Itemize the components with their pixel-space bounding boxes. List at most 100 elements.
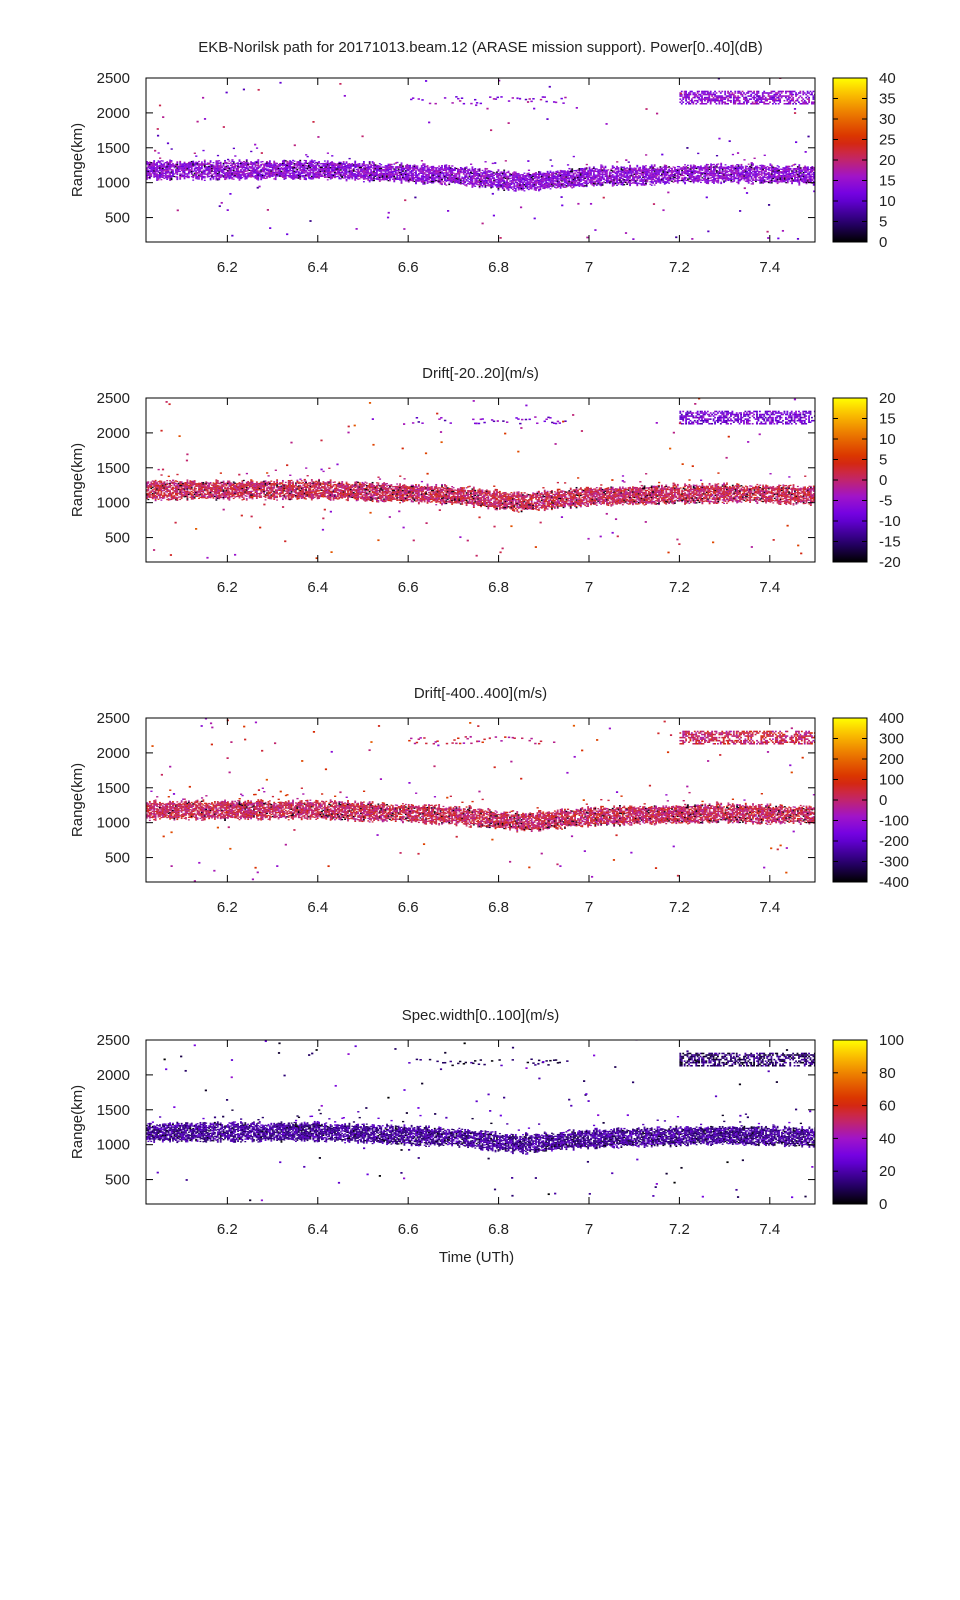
echo-cell: [293, 166, 296, 169]
echo-cell: [619, 181, 621, 184]
echo-cell: [281, 162, 284, 165]
echo-cell: [159, 177, 161, 179]
echo-cell: [263, 177, 266, 179]
echo-cell: [603, 181, 605, 183]
echo-cell: [783, 179, 786, 182]
echo-cell: [616, 167, 618, 169]
echo-cell: [387, 163, 390, 165]
echo-cell: [614, 169, 617, 171]
echo-cell: [692, 173, 695, 175]
echo-cell: [271, 166, 274, 169]
echo-cell: [581, 173, 584, 175]
echo-cell: [305, 177, 307, 179]
echo-cell: [555, 187, 558, 189]
echo-cell: [633, 181, 636, 183]
echo-cell: [205, 166, 208, 168]
echo-cell: [514, 171, 517, 173]
echo-cell: [342, 174, 345, 177]
echo-cell: [247, 172, 250, 174]
echo-cell: [464, 169, 467, 171]
echo-cell: [747, 172, 750, 174]
echo-cell: [180, 167, 183, 169]
echo-cell: [642, 174, 644, 176]
echo-cell: [730, 166, 733, 168]
echo-cell: [315, 176, 318, 179]
echo-cell: [344, 167, 347, 169]
echo-cell: [224, 178, 226, 181]
echo-cell: [219, 168, 222, 170]
echo-cell: [475, 178, 478, 180]
echo-cell: [173, 175, 176, 178]
echo-cell: [370, 169, 373, 171]
echo-cell: [196, 169, 199, 171]
echo-cell: [228, 175, 231, 177]
echo-cell: [351, 163, 354, 165]
echo-cell: [480, 184, 482, 186]
echo-cell: [240, 171, 242, 173]
echo-cell: [488, 177, 491, 180]
echo-cell: [454, 182, 456, 184]
echo-cell: [428, 167, 430, 169]
echo-cell: [169, 164, 171, 166]
echo-cell: [200, 171, 203, 173]
echo-cell: [778, 168, 780, 171]
echo-cell: [384, 172, 387, 174]
echo-cell: [232, 162, 235, 164]
echo-cell: [441, 167, 443, 169]
echo-cell: [428, 172, 430, 174]
echo-cell: [415, 179, 417, 181]
echo-cell: [484, 186, 487, 189]
echo-cell: [720, 164, 723, 166]
echo-cell: [170, 161, 173, 163]
echo-cell: [413, 174, 416, 176]
echo-cell: [406, 166, 409, 168]
echo-cell: [163, 163, 166, 166]
echo-cell: [390, 173, 393, 175]
echo-cell: [767, 168, 770, 170]
echo-cell: [477, 175, 480, 177]
echo-cell: [371, 174, 374, 177]
echo-cell: [673, 166, 676, 169]
echo-cell: [723, 174, 725, 176]
echo-cell: [658, 168, 660, 171]
echo-cell: [318, 162, 320, 164]
echo-cell: [281, 172, 284, 175]
echo-cell: [161, 175, 164, 177]
echo-cell: [377, 175, 380, 177]
echo-cell: [255, 173, 258, 175]
echo-cell: [308, 169, 310, 172]
echo-cell: [462, 179, 465, 181]
echo-cell: [323, 160, 326, 162]
echo-cell: [513, 180, 516, 182]
echo-cell: [734, 171, 737, 173]
echo-cell: [286, 164, 289, 167]
echo-cell: [274, 173, 277, 176]
echo-cell: [225, 176, 228, 179]
echo-cell: [209, 171, 212, 173]
echo-cell: [639, 175, 642, 177]
echo-cell: [206, 166, 209, 168]
echo-cell: [441, 171, 443, 173]
echo-cell: [436, 179, 439, 181]
echo-cell: [620, 180, 623, 182]
echo-cell: [759, 173, 762, 175]
echo-cell: [215, 166, 218, 168]
echo-cell: [601, 171, 604, 174]
echo-cell: [591, 179, 594, 181]
echo-cell: [323, 176, 326, 179]
echo-cell: [636, 164, 639, 167]
echo-cell: [731, 166, 734, 168]
echo-cell: [263, 163, 266, 165]
echo-cell: [481, 179, 484, 182]
echo-cell: [626, 178, 629, 180]
echo-cell: [568, 171, 571, 173]
echo-cell: [715, 166, 718, 168]
echo-cell: [529, 177, 532, 180]
echo-cell: [169, 163, 171, 165]
echo-cell: [760, 178, 763, 180]
echo-cell: [691, 170, 694, 172]
echo-cell: [632, 179, 634, 181]
echo-cell: [681, 172, 684, 174]
echo-cell: [546, 183, 549, 185]
echo-cell: [765, 173, 767, 175]
